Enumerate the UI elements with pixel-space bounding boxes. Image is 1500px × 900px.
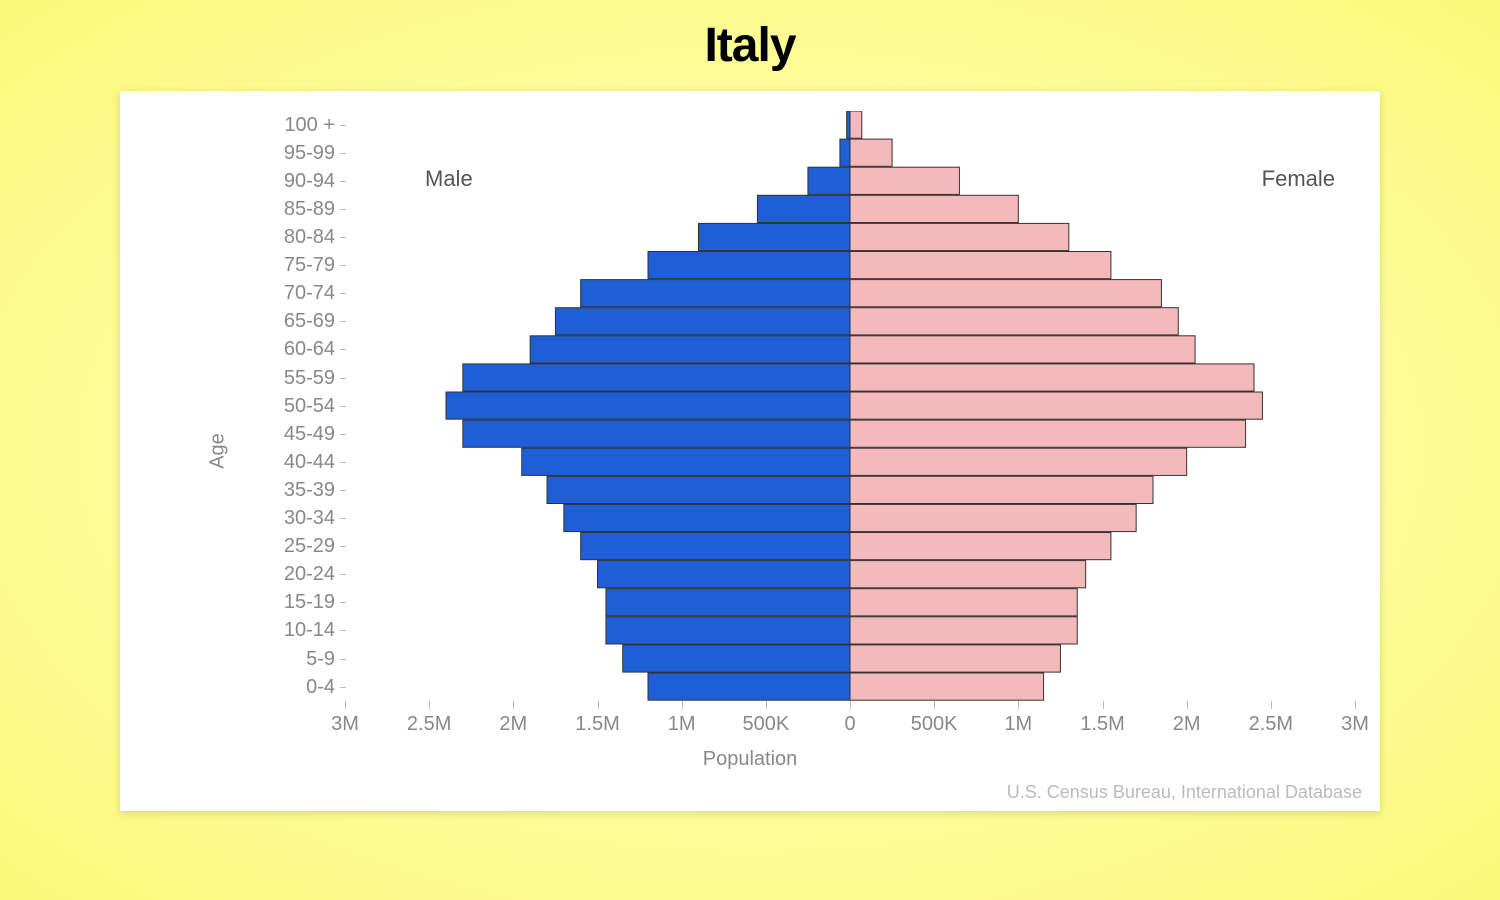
- x-tick-label: 1M: [668, 713, 696, 736]
- x-tick-mark: [429, 701, 430, 709]
- age-label: 60-64: [284, 339, 335, 359]
- female-bar: [850, 139, 892, 166]
- male-bar: [623, 645, 850, 672]
- male-bar: [446, 392, 850, 419]
- male-bar: [522, 448, 850, 475]
- age-label: 95-99: [284, 143, 335, 163]
- age-label: 30-34: [284, 508, 335, 528]
- age-label: 35-39: [284, 480, 335, 500]
- male-bar: [847, 111, 850, 138]
- male-label: Male: [425, 166, 473, 192]
- x-tick-mark: [766, 701, 767, 709]
- female-bar: [850, 504, 1136, 531]
- male-bar: [598, 561, 851, 588]
- x-tick-mark: [598, 701, 599, 709]
- age-label: 70-74: [284, 283, 335, 303]
- male-bar: [581, 533, 850, 560]
- female-bar: [850, 420, 1246, 447]
- age-label: 15-19: [284, 592, 335, 612]
- male-bar: [699, 223, 851, 250]
- x-tick-label: 3M: [331, 713, 359, 736]
- x-tick-label: 2.5M: [407, 713, 451, 736]
- male-bar: [648, 673, 850, 700]
- x-tick-mark: [1018, 701, 1019, 709]
- male-bar: [564, 504, 850, 531]
- male-bar: [606, 589, 850, 616]
- x-tick-label: 3M: [1341, 713, 1369, 736]
- male-bar: [606, 617, 850, 644]
- female-bar: [850, 364, 1254, 391]
- female-bar: [850, 392, 1262, 419]
- male-bar: [463, 420, 850, 447]
- male-bar: [757, 195, 850, 222]
- age-label: 0-4: [306, 677, 335, 697]
- age-label: 50-54: [284, 396, 335, 416]
- x-tick-label: 0: [844, 713, 855, 736]
- female-bar: [850, 336, 1195, 363]
- female-bar: [850, 195, 1018, 222]
- female-bar: [850, 476, 1153, 503]
- female-bar: [850, 308, 1178, 335]
- x-tick-mark: [934, 701, 935, 709]
- plot-area: Male Female: [345, 111, 1355, 701]
- male-bar: [648, 252, 850, 279]
- male-bar: [547, 476, 850, 503]
- age-label: 100 +: [284, 115, 335, 135]
- age-label: 40-44: [284, 452, 335, 472]
- age-label: 85-89: [284, 199, 335, 219]
- female-bar: [850, 561, 1086, 588]
- x-tick-label: 2M: [499, 713, 527, 736]
- female-bar: [850, 167, 959, 194]
- male-bar: [808, 167, 850, 194]
- female-bar: [850, 111, 862, 138]
- age-label: 90-94: [284, 171, 335, 191]
- male-bar: [581, 280, 850, 307]
- age-label: 55-59: [284, 368, 335, 388]
- male-bar: [463, 364, 850, 391]
- female-bar: [850, 589, 1077, 616]
- age-labels: 100 + 95-99 90-94 85-89 80-84 75-79 70-74 65-69…: [240, 111, 335, 701]
- male-bar: [530, 336, 850, 363]
- x-tick-mark: [1187, 701, 1188, 709]
- x-tick-mark: [1355, 701, 1356, 709]
- female-label: Female: [1262, 166, 1335, 192]
- female-bar: [850, 448, 1187, 475]
- age-label: 25-29: [284, 536, 335, 556]
- pyramid-bars: [345, 111, 1355, 701]
- male-bar: [555, 308, 850, 335]
- female-bar: [850, 533, 1111, 560]
- x-tick-mark: [1271, 701, 1272, 709]
- x-tick-mark: [850, 701, 851, 709]
- age-label: 45-49: [284, 424, 335, 444]
- age-label: 10-14: [284, 620, 335, 640]
- age-label: 20-24: [284, 564, 335, 584]
- male-bar: [840, 139, 850, 166]
- age-label: 65-69: [284, 311, 335, 331]
- female-bar: [850, 252, 1111, 279]
- x-tick-label: 500K: [911, 713, 958, 736]
- x-tick-mark: [513, 701, 514, 709]
- y-axis-title: Age: [206, 433, 229, 469]
- x-tick-mark: [1103, 701, 1104, 709]
- age-label: 5-9: [306, 649, 335, 669]
- x-tick-label: 500K: [742, 713, 789, 736]
- x-tick-label: 1.5M: [1080, 713, 1124, 736]
- x-tick-label: 2.5M: [1249, 713, 1293, 736]
- female-bar: [850, 617, 1077, 644]
- female-bar: [850, 645, 1060, 672]
- female-bar: [850, 673, 1044, 700]
- credit-text: U.S. Census Bureau, International Databa…: [1007, 782, 1362, 803]
- age-label: 75-79: [284, 255, 335, 275]
- chart-card: Age 100 + 95-99 90-94 85-89 80-84 75-79 70-74 6…: [120, 91, 1380, 811]
- x-tick-label: 1.5M: [575, 713, 619, 736]
- page-title: Italy: [704, 18, 795, 73]
- x-tick-mark: [345, 701, 346, 709]
- age-label: 80-84: [284, 227, 335, 247]
- x-tick-mark: [682, 701, 683, 709]
- x-tick-label: 2M: [1173, 713, 1201, 736]
- female-bar: [850, 223, 1069, 250]
- x-axis-title: Population: [703, 748, 798, 771]
- female-bar: [850, 280, 1161, 307]
- x-tick-label: 1M: [1004, 713, 1032, 736]
